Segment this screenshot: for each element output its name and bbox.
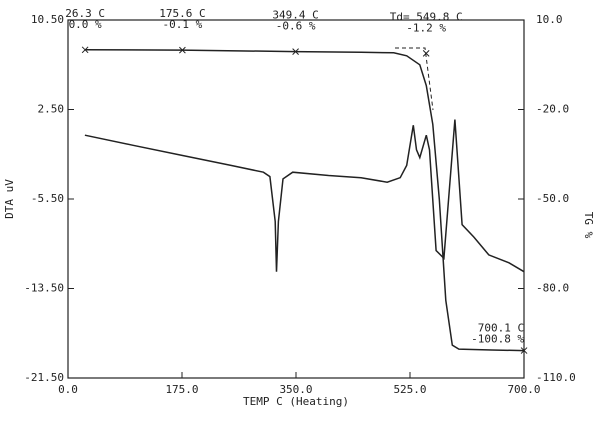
annotation-text: -0.6 %: [276, 20, 316, 33]
y2-tick-label: -80.0: [536, 282, 569, 295]
annotation-text: 26.3 C: [65, 7, 105, 20]
x-tick-label: 350.0: [279, 383, 312, 396]
x-tick-label: 525.0: [393, 383, 426, 396]
x-axis-label: TEMP C (Heating): [243, 395, 349, 408]
y-tick-label: 2.50: [38, 103, 65, 116]
y2-axis-label: TG %: [582, 212, 595, 239]
annotation-marker: [292, 48, 299, 55]
y-tick-label: -13.50: [24, 282, 64, 295]
y-tick-label: 10.50: [31, 13, 64, 26]
series-line: [84, 119, 525, 273]
tangent-construction: [395, 47, 434, 111]
plot-frame: [67, 19, 525, 379]
annotation-marker: [520, 347, 528, 354]
y-tick-label: -21.50: [24, 371, 64, 384]
annotation-text: -1.2 %: [406, 21, 446, 34]
y2-tick-label: -50.0: [536, 192, 569, 205]
annotation-marker: [81, 46, 89, 54]
y2-tick-label: -110.0: [536, 371, 576, 384]
annotation-text: -100.8 %: [471, 333, 524, 346]
y-axis-label: DTA uV: [3, 179, 16, 219]
annotation-marker: [179, 46, 186, 54]
annotation-marker: [422, 50, 430, 57]
x-tick-label: 0.0: [58, 383, 78, 396]
annotation-text: 349.4 C: [272, 9, 318, 22]
y-tick-label: -5.50: [31, 192, 64, 205]
x-tick-label: 700.0: [507, 383, 540, 396]
annotation-text: 0.0 %: [69, 18, 102, 31]
annotation-text: 700.1 C: [478, 322, 524, 335]
x-tick-label: 175.0: [165, 383, 198, 396]
annotation-text: 175.6 C: [159, 7, 205, 20]
series-line: [84, 49, 525, 352]
annotation-text: -0.1 %: [163, 18, 203, 31]
y2-tick-label: -20.0: [536, 103, 569, 116]
y2-tick-label: 10.0: [536, 13, 563, 26]
annotation-text: Td= 549.8 C: [390, 10, 463, 23]
